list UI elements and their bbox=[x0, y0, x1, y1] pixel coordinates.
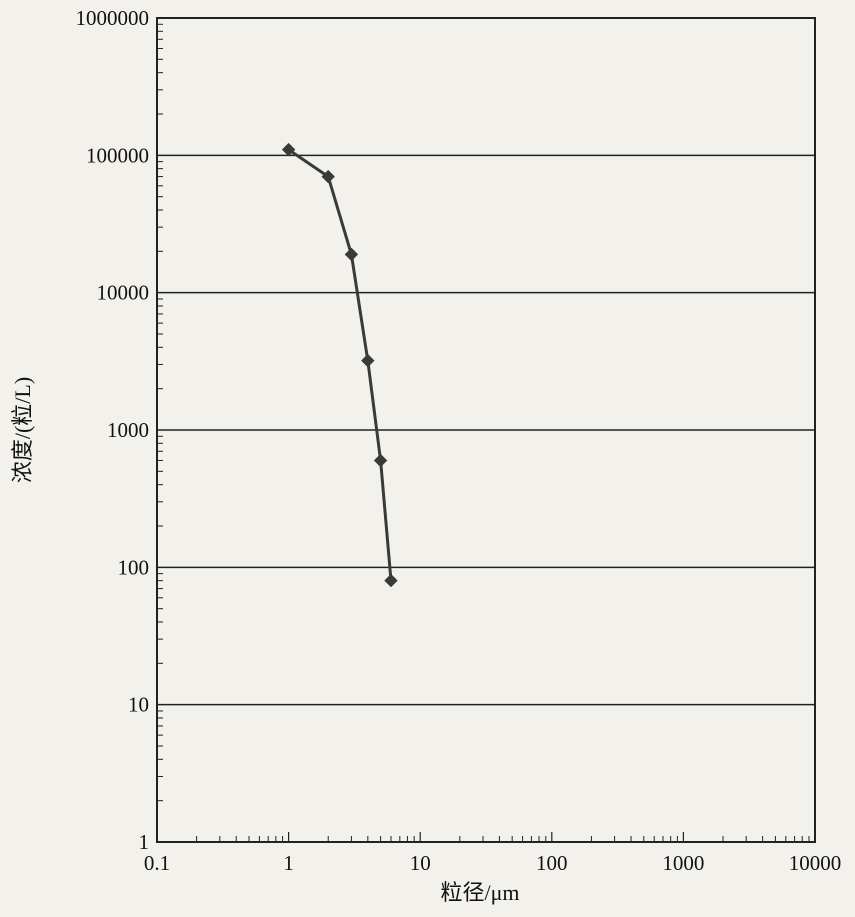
x-tick-label: 100 bbox=[536, 851, 568, 875]
data-point-marker bbox=[344, 247, 359, 262]
y-tick-label: 1 bbox=[139, 830, 150, 854]
series-layer bbox=[281, 142, 398, 588]
series-line bbox=[287, 148, 393, 581]
x-tick-label: 1 bbox=[283, 851, 294, 875]
data-point-marker bbox=[384, 573, 398, 588]
data-point-marker bbox=[361, 353, 375, 368]
data-point-marker bbox=[373, 453, 388, 468]
y-tick-label: 1000000 bbox=[76, 6, 150, 30]
data-point-marker bbox=[281, 142, 296, 157]
x-tick-label: 0.1 bbox=[144, 851, 170, 875]
x-tick-label: 1000 bbox=[662, 851, 704, 875]
y-tick-label: 100000 bbox=[86, 143, 149, 167]
x-tick-label: 10 bbox=[410, 851, 431, 875]
y-tick-label: 100 bbox=[118, 555, 150, 579]
y-tick-label: 10 bbox=[128, 693, 149, 717]
x-tick-label: 10000 bbox=[789, 851, 842, 875]
y-axis-label: 浓度/(粒/L) bbox=[10, 377, 35, 483]
x-axis-label: 粒径/μm bbox=[440, 880, 519, 905]
plot-frame bbox=[156, 17, 816, 843]
y-tick-label: 10000 bbox=[97, 281, 150, 305]
y-tick-label: 1000 bbox=[107, 418, 149, 442]
data-point-marker bbox=[321, 169, 335, 184]
label-layer: 粒径/μm 浓度/(粒/L) bbox=[10, 377, 520, 905]
